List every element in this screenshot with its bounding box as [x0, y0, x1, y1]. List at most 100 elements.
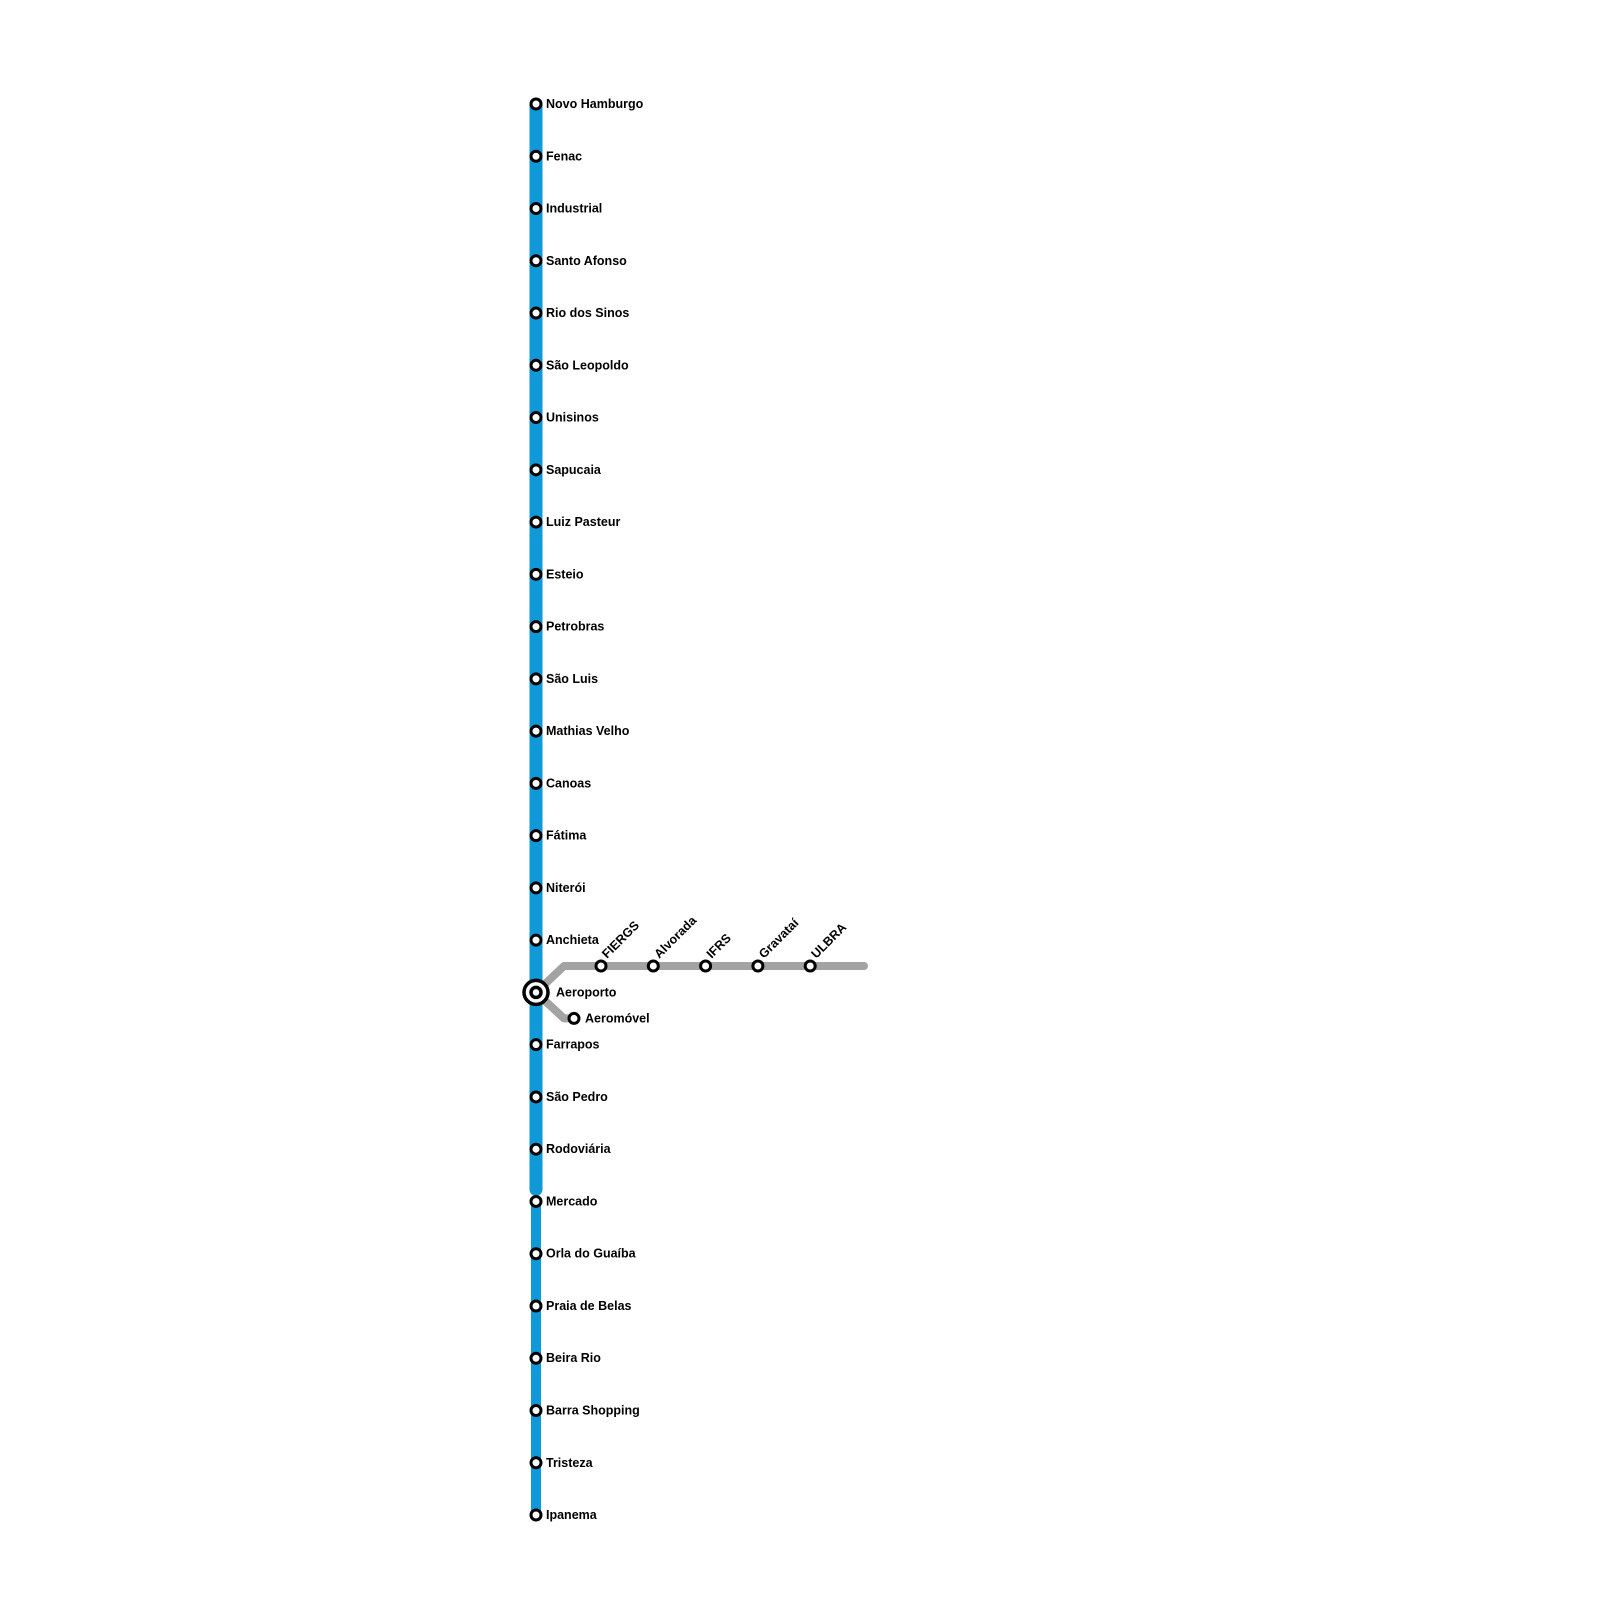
station-label: São Leopoldo — [546, 358, 629, 372]
station-marker — [529, 1404, 543, 1417]
station-marker — [594, 959, 608, 973]
station — [529, 411, 543, 425]
station-marker — [529, 202, 543, 216]
station-marker — [529, 1508, 543, 1522]
station-label: FIERGS — [599, 918, 642, 961]
station-marker — [529, 829, 543, 843]
station — [529, 1142, 543, 1156]
station-marker — [529, 776, 543, 790]
station-marker — [646, 959, 660, 973]
station-marker — [699, 959, 713, 973]
station — [803, 959, 817, 973]
station-label: Esteio — [546, 567, 584, 581]
station — [529, 1404, 543, 1417]
station-marker — [529, 1194, 543, 1208]
station — [529, 829, 543, 843]
station-marker — [529, 724, 543, 738]
station — [567, 1011, 581, 1025]
station-label: Canoas — [546, 776, 591, 790]
interchange-inner-ring — [529, 985, 543, 1000]
station-label: Petrobras — [546, 620, 604, 634]
station-marker — [529, 1142, 543, 1156]
station — [529, 202, 543, 216]
station-marker — [803, 959, 817, 973]
interchange-station — [522, 978, 550, 1007]
station-label: Orla do Guaíba — [546, 1247, 637, 1261]
station — [529, 724, 543, 738]
station-marker — [529, 1299, 543, 1313]
station-marker — [529, 620, 543, 634]
station — [529, 1194, 543, 1208]
station — [529, 358, 543, 372]
station — [529, 306, 543, 320]
station-marker — [529, 567, 543, 581]
station-marker — [529, 97, 543, 111]
station-marker — [529, 515, 543, 529]
station — [529, 463, 543, 477]
station-marker — [529, 306, 543, 320]
station-label: Novo Hamburgo — [546, 97, 644, 111]
station-label: Fátima — [546, 829, 587, 843]
station-label: Alvorada — [652, 913, 700, 961]
station — [529, 1508, 543, 1522]
station-marker — [529, 1038, 543, 1052]
station — [699, 959, 713, 973]
station-marker — [529, 358, 543, 372]
station — [529, 933, 543, 947]
station-label: Sapucaia — [546, 463, 602, 477]
station-marker — [529, 933, 543, 947]
station-label: Farrapos — [546, 1038, 600, 1052]
station-label: Fenac — [546, 149, 582, 163]
station-marker — [529, 1456, 543, 1470]
station-label: São Luis — [546, 672, 598, 686]
station-label: ULBRA — [808, 920, 849, 961]
station — [529, 567, 543, 581]
station-marker — [751, 959, 765, 973]
station — [529, 1090, 543, 1104]
station — [751, 959, 765, 973]
station — [529, 254, 543, 268]
station-marker — [529, 411, 543, 425]
station-marker — [529, 1247, 543, 1261]
station — [646, 959, 660, 973]
station — [529, 149, 543, 163]
station-marker — [529, 672, 543, 686]
station — [529, 1299, 543, 1313]
station — [594, 959, 608, 973]
station-label: Gravataí — [756, 915, 802, 961]
station-label: Ipanema — [546, 1508, 598, 1522]
station-label: Luiz Pasteur — [546, 515, 620, 529]
station-label: Mathias Velho — [546, 724, 630, 738]
station — [529, 1247, 543, 1261]
station-marker — [529, 1090, 543, 1104]
station — [529, 97, 543, 111]
station-marker — [529, 254, 543, 268]
station-label: Aeromóvel — [585, 1011, 650, 1025]
station-label: Unisinos — [546, 411, 599, 425]
station-label: IFRS — [704, 931, 734, 961]
station-label: Praia de Belas — [546, 1299, 632, 1313]
station-label: Rodoviária — [546, 1142, 612, 1156]
station-marker — [529, 881, 543, 895]
station-label: São Pedro — [546, 1090, 608, 1104]
station — [529, 672, 543, 686]
station — [529, 1351, 543, 1365]
station-label: Mercado — [546, 1194, 598, 1208]
station-label: Rio dos Sinos — [546, 306, 629, 320]
station-marker — [529, 149, 543, 163]
station-label: Industrial — [546, 202, 602, 216]
station-label: Beira Rio — [546, 1351, 601, 1365]
station-label: Tristeza — [546, 1456, 594, 1470]
station-marker — [567, 1011, 581, 1025]
station — [529, 776, 543, 790]
station-marker — [529, 463, 543, 477]
station — [529, 1456, 543, 1470]
station-label: Barra Shopping — [546, 1404, 640, 1418]
station-label: Aeroporto — [556, 985, 617, 999]
station — [529, 1038, 543, 1052]
station-marker — [529, 1351, 543, 1365]
station — [529, 515, 543, 529]
station-label: Niterói — [546, 881, 586, 895]
station — [529, 620, 543, 634]
